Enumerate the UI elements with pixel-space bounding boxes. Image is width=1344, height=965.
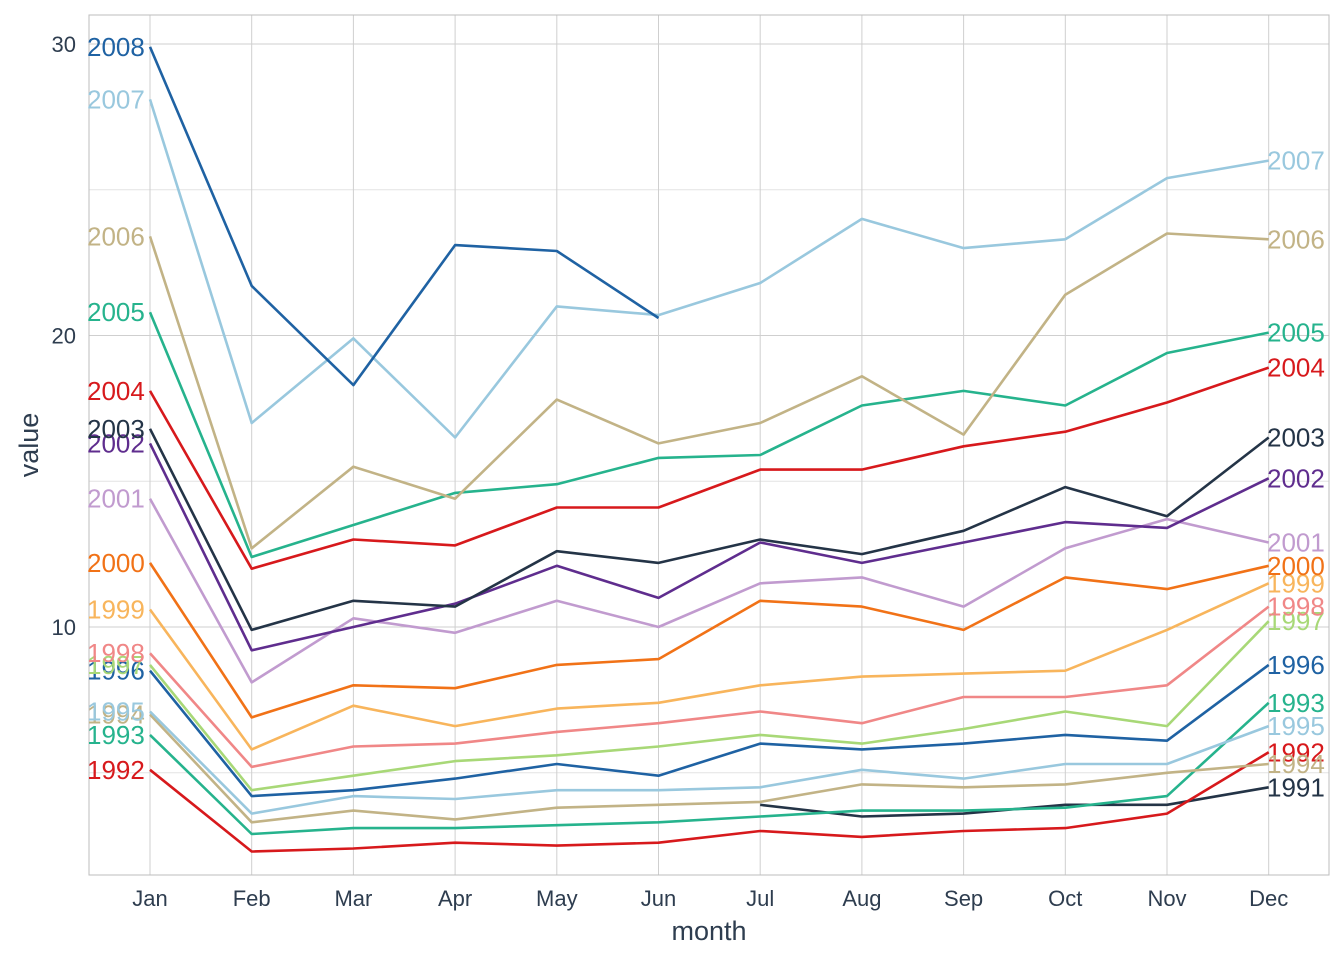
series-start-label: 2003 <box>87 414 145 444</box>
series-end-label: 2002 <box>1267 463 1325 493</box>
series-end-label: 1998 <box>1267 592 1325 622</box>
series-start-label: 2002 <box>87 428 145 458</box>
x-tick-label: Mar <box>334 886 372 911</box>
series-line-1999 <box>148 582 1270 751</box>
series-line-2004 <box>148 366 1270 570</box>
series-end-label: 2004 <box>1267 353 1325 383</box>
series-line-1993 <box>149 701 1270 836</box>
y-tick-label: 10 <box>52 615 76 640</box>
series-end-label: 1993 <box>1267 688 1325 718</box>
series-end-label: 1999 <box>1267 568 1325 598</box>
series-end-label: 1994 <box>1267 749 1325 779</box>
series-start-label: 2005 <box>87 297 145 327</box>
x-tick-label: Jul <box>746 886 774 911</box>
series-line-1992 <box>149 751 1270 853</box>
series-start-label: 2008 <box>87 32 145 62</box>
series-line-1994 <box>149 713 1269 824</box>
series-line-2007 <box>148 99 1269 439</box>
series-line-1995 <box>149 710 1270 815</box>
x-tick-label: Dec <box>1249 886 1288 911</box>
x-tick-label: Sep <box>944 886 983 911</box>
series-line-1996 <box>148 663 1270 798</box>
x-tick-label: May <box>536 886 578 911</box>
x-tick-label: Feb <box>233 886 271 911</box>
series-line-2008 <box>148 46 660 387</box>
series-end-label: 2006 <box>1267 224 1325 254</box>
series-start-label: 2006 <box>87 221 145 251</box>
series-start-label: 2001 <box>87 484 145 514</box>
x-tick-label: Oct <box>1048 886 1082 911</box>
axes: Jan Feb Mar Apr May Jun Jul Aug Sep Oct Nov Dec 10 20… <box>52 32 1289 911</box>
series-end-label: 2005 <box>1267 318 1325 348</box>
series-start-label: 1992 <box>87 755 145 785</box>
series-end-label: 2003 <box>1267 423 1325 453</box>
x-tick-label: Apr <box>438 886 472 911</box>
panel-border <box>88 14 1330 876</box>
x-tick-label: Nov <box>1147 886 1186 911</box>
series-lines <box>148 46 1270 853</box>
series-line-1997 <box>148 620 1270 792</box>
series-line-2001 <box>148 498 1269 684</box>
series-line-2000 <box>148 562 1269 719</box>
series-end-label: 1996 <box>1267 650 1325 680</box>
series-start-label: 1998 <box>87 638 145 668</box>
series-start-label: 1999 <box>87 595 145 625</box>
y-tick-label: 30 <box>52 32 76 57</box>
series-end-label: 1997 <box>1267 606 1325 636</box>
x-tick-label: Jan <box>132 886 167 911</box>
series-end-label: 2001 <box>1267 527 1325 557</box>
series-start-label: 2000 <box>87 548 145 578</box>
y-axis-title: value <box>14 413 44 478</box>
x-tick-label: Jun <box>641 886 676 911</box>
series-line-1998 <box>149 605 1270 769</box>
series-end-label: 2000 <box>1267 551 1325 581</box>
series-start-label: 2004 <box>87 376 145 406</box>
series-end-label: 1995 <box>1267 711 1325 741</box>
series-line-2003 <box>148 428 1270 632</box>
series-end-label: 1992 <box>1267 737 1325 767</box>
series-line-2006 <box>148 232 1269 550</box>
x-axis-title: month <box>671 916 746 946</box>
series-start-label: 1995 <box>87 697 145 727</box>
series-start-label: 1994 <box>87 699 145 729</box>
series-end-label: 2007 <box>1267 146 1325 176</box>
series-start-label: 1993 <box>87 720 145 750</box>
series-start-label: 2007 <box>87 84 145 114</box>
series-line-2005 <box>148 311 1269 559</box>
series-end-label: 1991 <box>1267 772 1325 802</box>
series-start-label: 1996 <box>87 656 145 686</box>
x-tick-label: Aug <box>842 886 881 911</box>
series-start-label: 1997 <box>87 650 145 680</box>
series-line-2002 <box>148 442 1270 652</box>
y-tick-label: 20 <box>52 324 76 349</box>
